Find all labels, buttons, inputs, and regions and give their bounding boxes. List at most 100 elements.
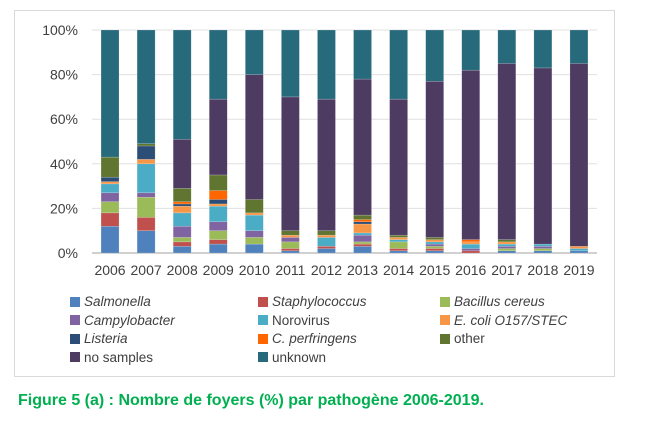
bar-segment [245, 214, 264, 231]
bar-segment [281, 250, 300, 254]
bar-segment [461, 243, 480, 249]
x-tick-label: 2017 [491, 262, 522, 278]
x-tick-label: 2016 [455, 262, 486, 278]
bar-segment [172, 212, 192, 227]
x-tick-label: 2007 [131, 262, 162, 278]
bar-segment [317, 29, 336, 100]
legend-label: Campylobacter [84, 312, 175, 328]
bar-segment [461, 69, 480, 240]
legend-label: Bacillus cereus [454, 294, 545, 309]
legend-item: Salmonella [70, 294, 151, 309]
bar-segment [497, 241, 517, 245]
bar-segment [172, 188, 192, 202]
legend-swatch [70, 352, 80, 362]
figure-caption: Figure 5 (a) : Nombre de foyers (%) par … [18, 392, 484, 409]
bar-segment [136, 163, 156, 194]
bar-segment [172, 205, 192, 214]
bar-segment [425, 243, 444, 247]
bar-segment [281, 241, 300, 249]
legend-item: Listeria [70, 331, 128, 346]
bar-segment [136, 217, 156, 231]
bar-segment [389, 241, 408, 249]
bar-segment [353, 223, 372, 234]
x-tick-label: 2006 [94, 262, 125, 278]
bar-segment [172, 201, 192, 205]
bar-segment [100, 29, 120, 158]
bar-segment [569, 63, 589, 247]
bar-segment [100, 225, 120, 254]
bar-segment [317, 248, 336, 254]
bar-segment [317, 237, 336, 247]
legend-swatch [258, 315, 268, 325]
bar-segment [425, 237, 444, 240]
bar-segment [497, 250, 517, 254]
bar-segment [136, 230, 156, 254]
bar-segment [353, 232, 372, 236]
bar-segment [461, 29, 480, 71]
legend-swatch [258, 333, 268, 344]
bar-segment [209, 243, 228, 254]
x-tick-label: 2019 [563, 262, 594, 278]
bar-segment [281, 29, 300, 98]
y-tick-label: 60% [50, 111, 78, 127]
legend-swatch [70, 315, 80, 325]
legend-item: C. perfringens [258, 331, 357, 346]
bar-segment [100, 183, 120, 194]
bar-segment [569, 246, 589, 249]
bar-segment [389, 237, 408, 240]
bar-segment [497, 239, 517, 243]
bar-segment [353, 78, 372, 216]
bar-segment [569, 248, 589, 252]
bar-segment [389, 239, 408, 243]
bar-segment [461, 241, 480, 245]
bar-segment [136, 159, 156, 165]
legend-label: Salmonella [84, 294, 151, 309]
bar-segment [172, 29, 192, 140]
chart-frame [14, 10, 615, 377]
x-tick-label: 2009 [203, 262, 234, 278]
bar-segment [461, 248, 480, 252]
bar-segment [569, 250, 589, 254]
bar-segment [317, 230, 336, 236]
legend-item: Campylobacter [70, 313, 175, 328]
bar-segment [497, 29, 517, 64]
bar-segment [245, 74, 264, 200]
bar-segment [245, 199, 264, 214]
legend-item: no samples [70, 350, 153, 365]
legend-item: E. coli O157/STEC [440, 313, 567, 328]
x-tick-label: 2018 [527, 262, 558, 278]
bar-segment [353, 243, 372, 247]
bar-segment [245, 230, 264, 238]
bar-segment [172, 139, 192, 189]
bar-segment [100, 176, 120, 182]
x-tick-label: 2012 [311, 262, 342, 278]
legend-item: unknown [258, 350, 326, 365]
bar-segment [497, 243, 517, 247]
x-tick-label: 2015 [419, 262, 450, 278]
bar-segment [353, 234, 372, 243]
bar-segment [425, 241, 444, 245]
bar-segment [461, 239, 480, 243]
bar-segment [209, 190, 228, 200]
legend-swatch [70, 333, 80, 344]
bar-segment [353, 29, 372, 80]
bar-segment [425, 248, 444, 252]
bar-segment [425, 246, 444, 249]
legend-label: E. coli O157/STEC [454, 312, 568, 328]
bar-segment [209, 239, 228, 245]
legend-label: Norovirus [272, 312, 330, 328]
bar-segment [245, 237, 264, 245]
legend-swatch [440, 333, 450, 344]
legend-item: Norovirus [258, 313, 330, 328]
legend-label: other [454, 331, 485, 346]
x-tick-label: 2011 [275, 262, 305, 278]
bar-segment [136, 145, 156, 160]
bar-segment [100, 192, 120, 202]
bar-segment [389, 29, 408, 100]
bar-segment [209, 203, 228, 207]
bar-segment [136, 143, 156, 147]
bar-segment [353, 246, 372, 254]
bar-segment [533, 250, 553, 254]
legend-label: Listeria [84, 331, 128, 346]
bar-segment [172, 237, 192, 243]
